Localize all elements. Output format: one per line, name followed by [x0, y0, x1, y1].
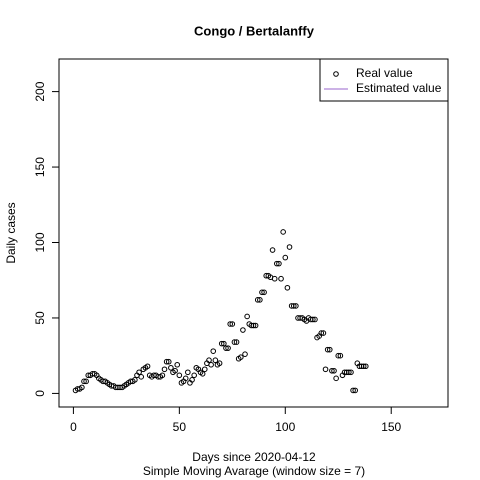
point [254, 297, 261, 303]
legend-label: Real value [356, 66, 413, 80]
y-tick-label: 200 [33, 81, 47, 101]
point [206, 357, 212, 364]
point [216, 360, 223, 367]
point [242, 351, 248, 357]
point [318, 330, 325, 336]
x-tick-label: 150 [381, 420, 401, 434]
point [290, 303, 297, 309]
point [333, 375, 339, 382]
x-axis-label: Days since 2020-04-12 [192, 450, 316, 464]
plot-box [58, 58, 449, 408]
y-tick-label: 150 [33, 157, 47, 177]
point [182, 375, 189, 382]
point [79, 384, 85, 391]
point [176, 372, 183, 379]
legend-label: Estimated value [356, 81, 442, 95]
point [362, 363, 369, 370]
point [310, 316, 316, 323]
point [326, 346, 333, 353]
point [269, 247, 276, 253]
point [261, 289, 267, 296]
y-tick-label: 50 [33, 311, 47, 325]
point [331, 367, 337, 374]
point [240, 327, 246, 333]
chart-title: Congo / Bertalanffy [194, 23, 315, 38]
point [163, 358, 170, 365]
point [185, 369, 191, 376]
point [282, 254, 289, 261]
point [229, 321, 236, 327]
point [274, 260, 280, 267]
point [278, 275, 284, 282]
point [237, 354, 244, 360]
point [360, 363, 367, 370]
point [337, 352, 344, 359]
point [252, 322, 259, 329]
point [212, 357, 219, 364]
point [208, 361, 214, 368]
y-tick-label: 100 [33, 232, 47, 252]
point [221, 340, 227, 347]
point [218, 340, 225, 347]
point [225, 345, 231, 351]
y-axis-label: Daily cases [4, 202, 18, 263]
point [257, 297, 263, 303]
point [144, 363, 151, 370]
point [352, 387, 358, 394]
point [191, 372, 197, 379]
point [132, 377, 138, 383]
point [276, 260, 282, 267]
point [244, 313, 250, 320]
point [168, 364, 174, 371]
point [159, 372, 166, 379]
point [138, 374, 145, 380]
point [136, 369, 142, 376]
point [172, 367, 178, 374]
point [199, 370, 206, 377]
point [83, 378, 89, 385]
point [329, 367, 335, 374]
point [189, 377, 195, 383]
point [284, 284, 291, 291]
legend-box [319, 58, 449, 102]
x-tick-label: 50 [173, 420, 187, 434]
point [223, 345, 229, 351]
point [322, 366, 329, 373]
point [312, 316, 318, 323]
x-tick-label: 100 [275, 420, 295, 434]
point [324, 346, 331, 353]
point [286, 244, 293, 250]
legend-marker [333, 71, 339, 77]
point [320, 330, 327, 336]
y-tick-label: 0 [33, 390, 47, 397]
point [81, 378, 87, 385]
point [293, 303, 299, 309]
point [174, 361, 181, 368]
point [280, 229, 286, 235]
point [210, 348, 217, 354]
point [227, 321, 233, 327]
point [348, 369, 354, 376]
point [161, 366, 168, 373]
point [259, 289, 265, 296]
subtitle: Simple Moving Avarage (window size = 7) [143, 464, 365, 478]
point [201, 366, 208, 373]
point [350, 387, 356, 394]
point [250, 322, 257, 329]
point [271, 275, 278, 282]
point [231, 339, 238, 345]
x-tick-label: 0 [70, 420, 77, 434]
point [346, 369, 352, 376]
point [233, 339, 240, 345]
point [165, 358, 172, 365]
point [335, 352, 342, 359]
